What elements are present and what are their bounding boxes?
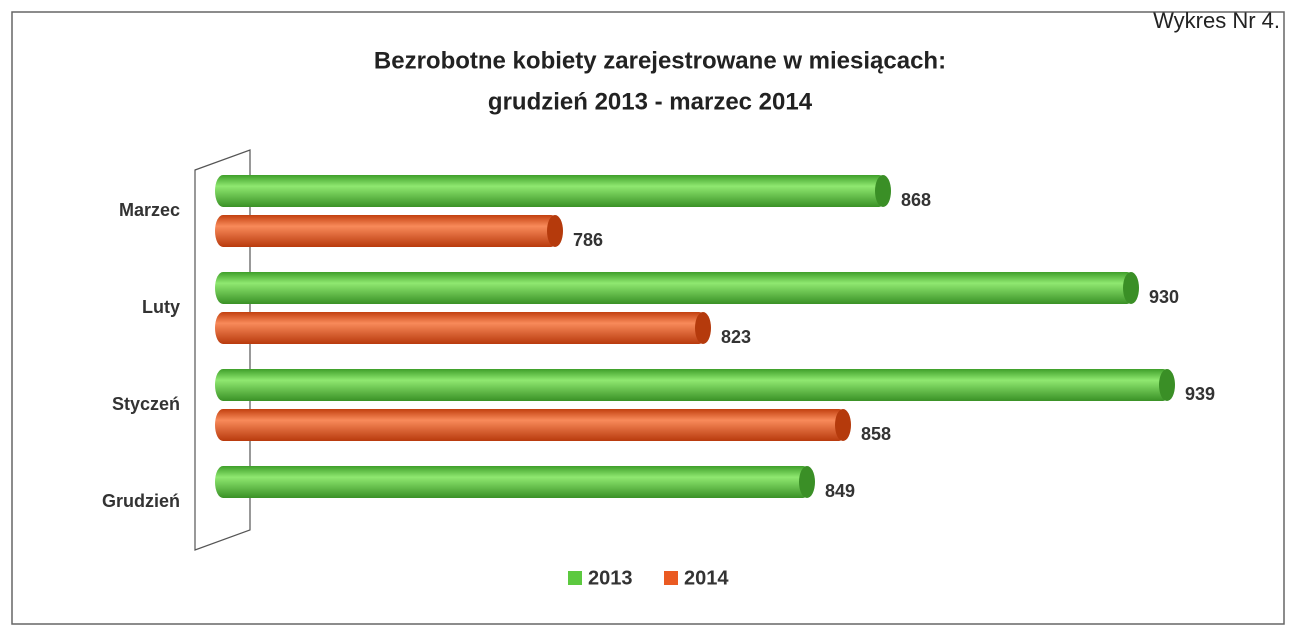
data-label: 786 [573, 230, 603, 250]
chart-title: grudzień 2013 - marzec 2014 [488, 88, 813, 115]
chart-title: Bezrobotne kobiety zarejestrowane w mies… [374, 47, 946, 74]
data-label: 849 [825, 481, 855, 501]
bar [215, 175, 887, 207]
legend-swatch [568, 571, 582, 585]
bar [215, 312, 707, 344]
back-wall [194, 149, 251, 551]
bar-end [835, 409, 851, 441]
bar-end [875, 175, 891, 207]
legend-label: 2013 [588, 567, 633, 589]
frame [11, 11, 1285, 625]
bar [215, 272, 1135, 304]
bar-end [547, 215, 563, 247]
bar-end [1123, 272, 1139, 304]
caption: Wykres Nr 4. [1153, 8, 1280, 33]
bar [215, 466, 811, 498]
data-label: 939 [1185, 384, 1215, 404]
bar-end [799, 466, 815, 498]
data-label: 930 [1149, 287, 1179, 307]
bar-end [1159, 369, 1175, 401]
y-tick-label: Styczeń [112, 394, 180, 414]
data-label: 858 [861, 424, 891, 444]
bar [215, 409, 847, 441]
data-label: 823 [721, 327, 751, 347]
bar [215, 215, 559, 247]
y-tick-label: Luty [142, 297, 180, 317]
data-label: 868 [901, 190, 931, 210]
y-tick-label: Marzec [119, 200, 180, 220]
bar-end [695, 312, 711, 344]
legend-swatch [664, 571, 678, 585]
y-tick-label: Grudzień [102, 491, 180, 511]
legend-label: 2014 [684, 567, 729, 589]
bar [215, 369, 1171, 401]
